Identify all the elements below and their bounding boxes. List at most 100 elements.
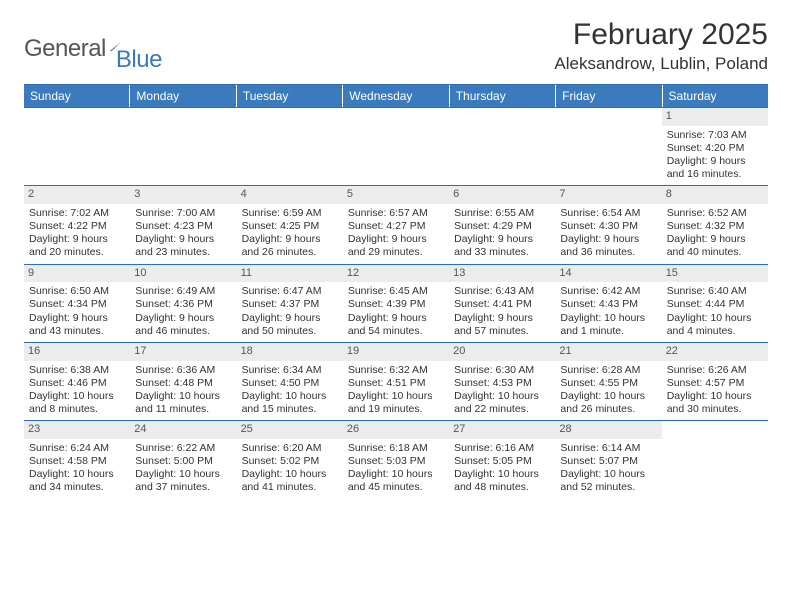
calendar-cell: 17Sunrise: 6:36 AMSunset: 4:48 PMDayligh…: [130, 343, 236, 420]
calendar-cell: 9Sunrise: 6:50 AMSunset: 4:34 PMDaylight…: [24, 265, 130, 342]
sunset-text: Sunset: 4:30 PM: [560, 220, 656, 233]
sunset-text: Sunset: 4:53 PM: [454, 377, 550, 390]
day-number: 3: [130, 186, 236, 204]
sunrise-text: Sunrise: 6:34 AM: [242, 364, 338, 377]
calendar-cell: 28Sunrise: 6:14 AMSunset: 5:07 PMDayligh…: [555, 421, 661, 498]
day-number: 2: [24, 186, 130, 204]
calendar-cell: [237, 108, 343, 185]
sunrise-text: Sunrise: 6:18 AM: [348, 442, 444, 455]
title-block: February 2025 Aleksandrow, Lublin, Polan…: [554, 18, 768, 74]
daylight-text: Daylight: 10 hours and 4 minutes.: [667, 312, 763, 338]
daylight-text: Daylight: 9 hours and 40 minutes.: [667, 233, 763, 259]
daylight-text: Daylight: 9 hours and 36 minutes.: [560, 233, 656, 259]
daylight-text: Daylight: 10 hours and 45 minutes.: [348, 468, 444, 494]
sunset-text: Sunset: 4:36 PM: [135, 298, 231, 311]
calendar-cell: 19Sunrise: 6:32 AMSunset: 4:51 PMDayligh…: [343, 343, 449, 420]
day-number: 18: [237, 343, 343, 361]
day-number: 28: [555, 421, 661, 439]
day-number: 5: [343, 186, 449, 204]
day-number: 4: [237, 186, 343, 204]
calendar-cell: 10Sunrise: 6:49 AMSunset: 4:36 PMDayligh…: [130, 265, 236, 342]
calendar-cell: 8Sunrise: 6:52 AMSunset: 4:32 PMDaylight…: [662, 186, 768, 263]
sunrise-text: Sunrise: 7:03 AM: [667, 129, 763, 142]
calendar-cell: 23Sunrise: 6:24 AMSunset: 4:58 PMDayligh…: [24, 421, 130, 498]
sunset-text: Sunset: 4:32 PM: [667, 220, 763, 233]
sunset-text: Sunset: 5:07 PM: [560, 455, 656, 468]
daylight-text: Daylight: 10 hours and 11 minutes.: [135, 390, 231, 416]
sunset-text: Sunset: 4:44 PM: [667, 298, 763, 311]
calendar-cell: [662, 421, 768, 498]
daylight-text: Daylight: 9 hours and 20 minutes.: [29, 233, 125, 259]
weeks-container: 1Sunrise: 7:03 AMSunset: 4:20 PMDaylight…: [24, 107, 768, 498]
daylight-text: Daylight: 9 hours and 26 minutes.: [242, 233, 338, 259]
sunset-text: Sunset: 4:29 PM: [454, 220, 550, 233]
sunrise-text: Sunrise: 6:45 AM: [348, 285, 444, 298]
day-number: 10: [130, 265, 236, 283]
brand-logo: General Blue: [24, 24, 162, 74]
daylight-text: Daylight: 9 hours and 23 minutes.: [135, 233, 231, 259]
day-number: 25: [237, 421, 343, 439]
sunrise-text: Sunrise: 7:02 AM: [29, 207, 125, 220]
day-number: 26: [343, 421, 449, 439]
day-number: 22: [662, 343, 768, 361]
day-number: 23: [24, 421, 130, 439]
calendar-cell: 26 Sunrise: 6:18 AMSunset: 5:03 PMDayligh…: [343, 421, 449, 498]
sunset-text: Sunset: 4:41 PM: [454, 298, 550, 311]
sunset-text: Sunset: 4:20 PM: [667, 142, 763, 155]
sunrise-text: Sunrise: 6:24 AM: [29, 442, 125, 455]
calendar-cell: 20 Sunrise: 6:30 AMSunset: 4:53 PMDayligh…: [449, 343, 555, 420]
location-subtitle: Aleksandrow, Lublin, Poland: [554, 54, 768, 74]
daylight-text: Daylight: 9 hours and 33 minutes.: [454, 233, 550, 259]
daylight-text: Daylight: 9 hours and 29 minutes.: [348, 233, 444, 259]
logo-sail-icon: [110, 33, 132, 51]
calendar-cell: 21Sunrise: 6:28 AMSunset: 4:55 PMDayligh…: [555, 343, 661, 420]
daylight-text: Daylight: 10 hours and 48 minutes.: [454, 468, 550, 494]
day-number: 14: [555, 265, 661, 283]
sunset-text: Sunset: 5:00 PM: [135, 455, 231, 468]
day-header-row: SundayMondayTuesdayWednesdayThursdayFrid…: [24, 85, 768, 107]
sunset-text: Sunset: 4:39 PM: [348, 298, 444, 311]
day-number: 24: [130, 421, 236, 439]
daylight-text: Daylight: 10 hours and 8 minutes.: [29, 390, 125, 416]
sunrise-text: Sunrise: 6:49 AM: [135, 285, 231, 298]
daylight-text: Daylight: 10 hours and 19 minutes.: [348, 390, 444, 416]
day-number: 27: [449, 421, 555, 439]
week-row: 2Sunrise: 7:02 AMSunset: 4:22 PMDaylight…: [24, 185, 768, 263]
daylight-text: Daylight: 10 hours and 41 minutes.: [242, 468, 338, 494]
calendar-cell: [555, 108, 661, 185]
day-header: Sunday: [24, 85, 130, 107]
sunrise-text: Sunrise: 6:38 AM: [29, 364, 125, 377]
sunset-text: Sunset: 4:22 PM: [29, 220, 125, 233]
calendar-cell: 25Sunrise: 6:20 AMSunset: 5:02 PMDayligh…: [237, 421, 343, 498]
sunrise-text: Sunrise: 6:59 AM: [242, 207, 338, 220]
day-number: 20: [449, 343, 555, 361]
sunset-text: Sunset: 4:27 PM: [348, 220, 444, 233]
daylight-text: Daylight: 9 hours and 50 minutes.: [242, 312, 338, 338]
sunrise-text: Sunrise: 6:57 AM: [348, 207, 444, 220]
day-header: Saturday: [663, 85, 768, 107]
daylight-text: Daylight: 10 hours and 1 minute.: [560, 312, 656, 338]
calendar-cell: 24Sunrise: 6:22 AMSunset: 5:00 PMDayligh…: [130, 421, 236, 498]
day-number: 1: [662, 108, 768, 126]
day-number: 16: [24, 343, 130, 361]
sunset-text: Sunset: 4:48 PM: [135, 377, 231, 390]
daylight-text: Daylight: 9 hours and 16 minutes.: [667, 155, 763, 181]
calendar-cell: 27Sunrise: 6:16 AMSunset: 5:05 PMDayligh…: [449, 421, 555, 498]
day-number: 9: [24, 265, 130, 283]
daylight-text: Daylight: 9 hours and 57 minutes.: [454, 312, 550, 338]
sunset-text: Sunset: 5:03 PM: [348, 455, 444, 468]
week-row: 23Sunrise: 6:24 AMSunset: 4:58 PMDayligh…: [24, 420, 768, 498]
calendar-cell: 18Sunrise: 6:34 AMSunset: 4:50 PMDayligh…: [237, 343, 343, 420]
sunset-text: Sunset: 5:05 PM: [454, 455, 550, 468]
day-number: 12: [343, 265, 449, 283]
calendar-cell: 15Sunrise: 6:40 AMSunset: 4:44 PMDayligh…: [662, 265, 768, 342]
sunset-text: Sunset: 5:02 PM: [242, 455, 338, 468]
daylight-text: Daylight: 10 hours and 26 minutes.: [560, 390, 656, 416]
sunrise-text: Sunrise: 6:30 AM: [454, 364, 550, 377]
day-number: 7: [555, 186, 661, 204]
sunrise-text: Sunrise: 6:47 AM: [242, 285, 338, 298]
logo-word-general: General: [24, 35, 106, 63]
sunrise-text: Sunrise: 6:42 AM: [560, 285, 656, 298]
sunset-text: Sunset: 4:34 PM: [29, 298, 125, 311]
daylight-text: Daylight: 10 hours and 22 minutes.: [454, 390, 550, 416]
